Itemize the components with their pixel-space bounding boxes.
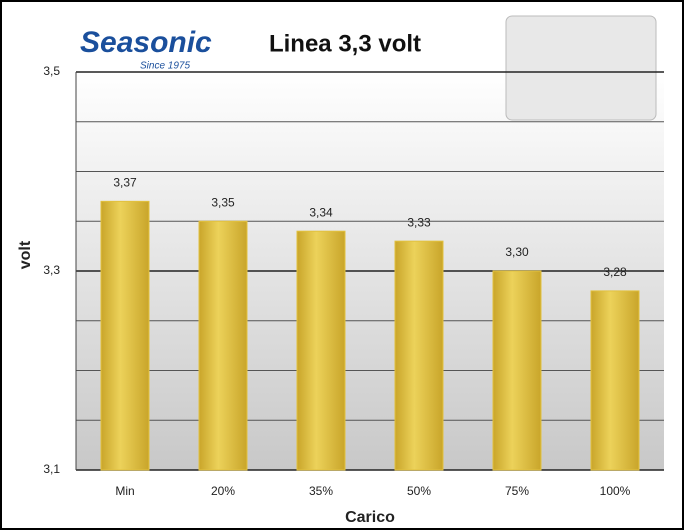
- value-label: 3,33: [407, 215, 431, 229]
- bar: [296, 230, 346, 471]
- bar: [100, 200, 150, 471]
- x-tick-label: 50%: [407, 484, 431, 498]
- x-tick-label: 75%: [505, 484, 529, 498]
- bar: [492, 270, 542, 471]
- x-tick-label: 20%: [211, 484, 235, 498]
- x-tick-label: 35%: [309, 484, 333, 498]
- bar: [198, 220, 248, 471]
- y-axis-label: volt: [17, 240, 34, 269]
- bar: [394, 240, 444, 471]
- logo-tagline: Since 1975: [140, 61, 190, 72]
- value-label: 3,28: [603, 265, 627, 279]
- y-tick-label: 3,5: [43, 64, 60, 78]
- y-tick-label: 3,1: [43, 462, 60, 476]
- x-tick-label: 100%: [600, 484, 631, 498]
- chart-title: Linea 3,3 volt: [269, 30, 421, 57]
- x-axis-label: Carico: [345, 509, 395, 526]
- value-label: 3,34: [309, 205, 333, 219]
- x-tick-label: Min: [115, 484, 134, 498]
- value-label: 3,37: [113, 176, 137, 190]
- bar: [590, 290, 640, 471]
- value-label: 3,30: [505, 245, 529, 259]
- logo-brand: Seasonic: [80, 26, 212, 59]
- value-label: 3,35: [211, 195, 235, 209]
- product-image: [505, 15, 657, 121]
- y-tick-label: 3,3: [43, 263, 60, 277]
